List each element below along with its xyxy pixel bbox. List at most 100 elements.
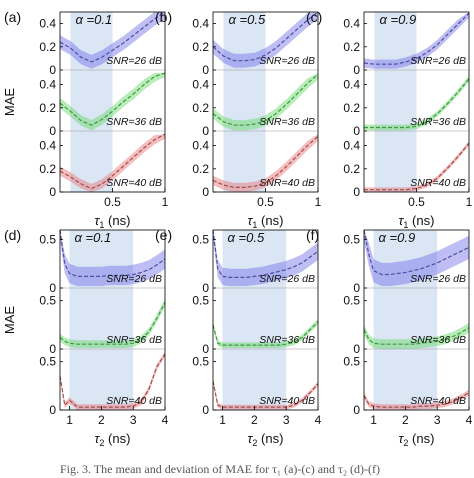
- panel-frame: [59, 229, 166, 411]
- snr-label: SNR=26 dB: [259, 55, 315, 67]
- y-tick-label: 0: [353, 124, 360, 138]
- y-tick-label: 0: [49, 342, 56, 356]
- y-tick-label: 0.4: [192, 139, 209, 153]
- x-tick-label: 3: [434, 413, 441, 427]
- y-tick-label: 0: [49, 63, 56, 77]
- y-tick-label: 0.2: [343, 40, 360, 54]
- y-tick-label: 0: [202, 281, 209, 295]
- y-tick-label: 0.2: [343, 162, 360, 176]
- x-axis-label: τ2 (ns): [399, 431, 435, 448]
- y-tick-label: 0: [202, 342, 209, 356]
- spread-band: [213, 378, 318, 410]
- snr-label: SNR=36 dB: [259, 116, 315, 128]
- mean-line: [212, 321, 319, 346]
- spread-band: [213, 73, 318, 131]
- snr-label: SNR=26 dB: [410, 273, 466, 285]
- alpha-label: α =0.9: [380, 12, 417, 27]
- snr-label: SNR=26 dB: [259, 273, 315, 285]
- y-tick-label: 0.2: [39, 162, 56, 176]
- x-tick-label: 3: [130, 413, 137, 427]
- snr-label: SNR=40 dB: [410, 177, 466, 189]
- spread-band: [213, 134, 318, 192]
- window-shading: [222, 230, 287, 410]
- mean-line: [59, 133, 166, 190]
- spread-band: [60, 230, 165, 287]
- y-tick-label: 0: [49, 281, 56, 295]
- snr-label: SNR=36 dB: [410, 334, 466, 346]
- y-tick-label: 0.2: [192, 101, 209, 115]
- x-tick-label: 3: [283, 413, 290, 427]
- mean-line: [59, 229, 166, 277]
- panel-tag: (f): [306, 227, 319, 243]
- spread-band: [60, 12, 165, 69]
- y-tick-label: 0.4: [39, 139, 56, 153]
- y-tick-label: 0: [202, 63, 209, 77]
- alpha-label: α =0.1: [75, 230, 112, 245]
- y-tick-label: 0: [202, 185, 209, 199]
- snr-label: SNR=26 dB: [106, 273, 162, 285]
- alpha-label: α =0.5: [229, 12, 266, 27]
- y-tick-label: 0.4: [343, 17, 360, 31]
- snr-label: SNR=40 dB: [410, 395, 466, 407]
- panel-tag: (e): [155, 227, 172, 243]
- panel-tag: (b): [155, 9, 172, 25]
- spread-band: [364, 141, 469, 192]
- snr-label: SNR=40 dB: [259, 177, 315, 189]
- y-axis-label: MAE: [2, 306, 17, 335]
- snr-label: SNR=26 dB: [106, 55, 162, 67]
- y-tick-label: 0.5: [192, 294, 209, 308]
- y-tick-label: 0.2: [39, 101, 56, 115]
- y-tick-label: 0.5: [39, 355, 56, 369]
- y-tick-label: 0.5: [39, 294, 56, 308]
- x-tick-label: 1: [370, 413, 377, 427]
- x-tick-label: 0.5: [104, 195, 121, 209]
- window-shading: [223, 12, 266, 192]
- spread-band: [60, 134, 165, 192]
- window-shading: [70, 12, 113, 192]
- y-tick-label: 0: [353, 63, 360, 77]
- y-tick-label: 0: [353, 403, 360, 417]
- x-tick-label: 0.5: [408, 195, 425, 209]
- x-tick-label: 1: [162, 195, 169, 209]
- snr-label: SNR=36 dB: [106, 334, 162, 346]
- y-tick-label: 0.4: [39, 17, 56, 31]
- panel-frame: [212, 229, 319, 411]
- y-tick-label: 0.4: [192, 17, 209, 31]
- alpha-label: α =0.1: [76, 12, 113, 27]
- x-axis-label: τ2 (ns): [95, 431, 131, 448]
- panel-c: SNR=26 dB 0 0.2 0.4 SNR=36 dB 0 0.2 0.4 SNR=40 d…: [306, 9, 473, 230]
- y-tick-label: 0: [49, 124, 56, 138]
- y-tick-label: 0: [202, 403, 209, 417]
- mean-line: [212, 11, 319, 62]
- x-axis-label: τ1 (ns): [399, 213, 435, 230]
- panel-b: SNR=26 dB 0 0.2 0.4 SNR=36 dB 0 0.2 0.4 SNR=40 d…: [155, 9, 322, 230]
- mean-line: [59, 72, 166, 126]
- mean-line: [212, 73, 319, 126]
- x-tick-label: 0.5: [257, 195, 274, 209]
- y-tick-label: 0: [353, 185, 360, 199]
- x-tick-label: 4: [315, 413, 322, 427]
- mean-line: [59, 302, 166, 345]
- x-tick-label: 1: [66, 413, 73, 427]
- y-tick-label: 0.5: [343, 233, 360, 247]
- x-tick-label: 2: [251, 413, 258, 427]
- y-tick-label: 0.5: [192, 233, 209, 247]
- mean-line: [363, 12, 470, 65]
- panel-frame: [363, 229, 470, 411]
- spread-band: [213, 230, 318, 287]
- panel-tag: (c): [306, 9, 322, 25]
- spread-band: [364, 230, 469, 287]
- alpha-label: α =0.5: [228, 230, 265, 245]
- mean-line: [59, 353, 166, 408]
- spread-band: [364, 322, 469, 349]
- y-tick-label: 0.5: [343, 355, 360, 369]
- mean-line: [364, 142, 470, 191]
- y-tick-label: 0.2: [39, 40, 56, 54]
- snr-label: SNR=40 dB: [106, 395, 162, 407]
- window-shading: [373, 230, 438, 410]
- mean-line: [59, 11, 166, 63]
- x-tick-label: 1: [315, 195, 322, 209]
